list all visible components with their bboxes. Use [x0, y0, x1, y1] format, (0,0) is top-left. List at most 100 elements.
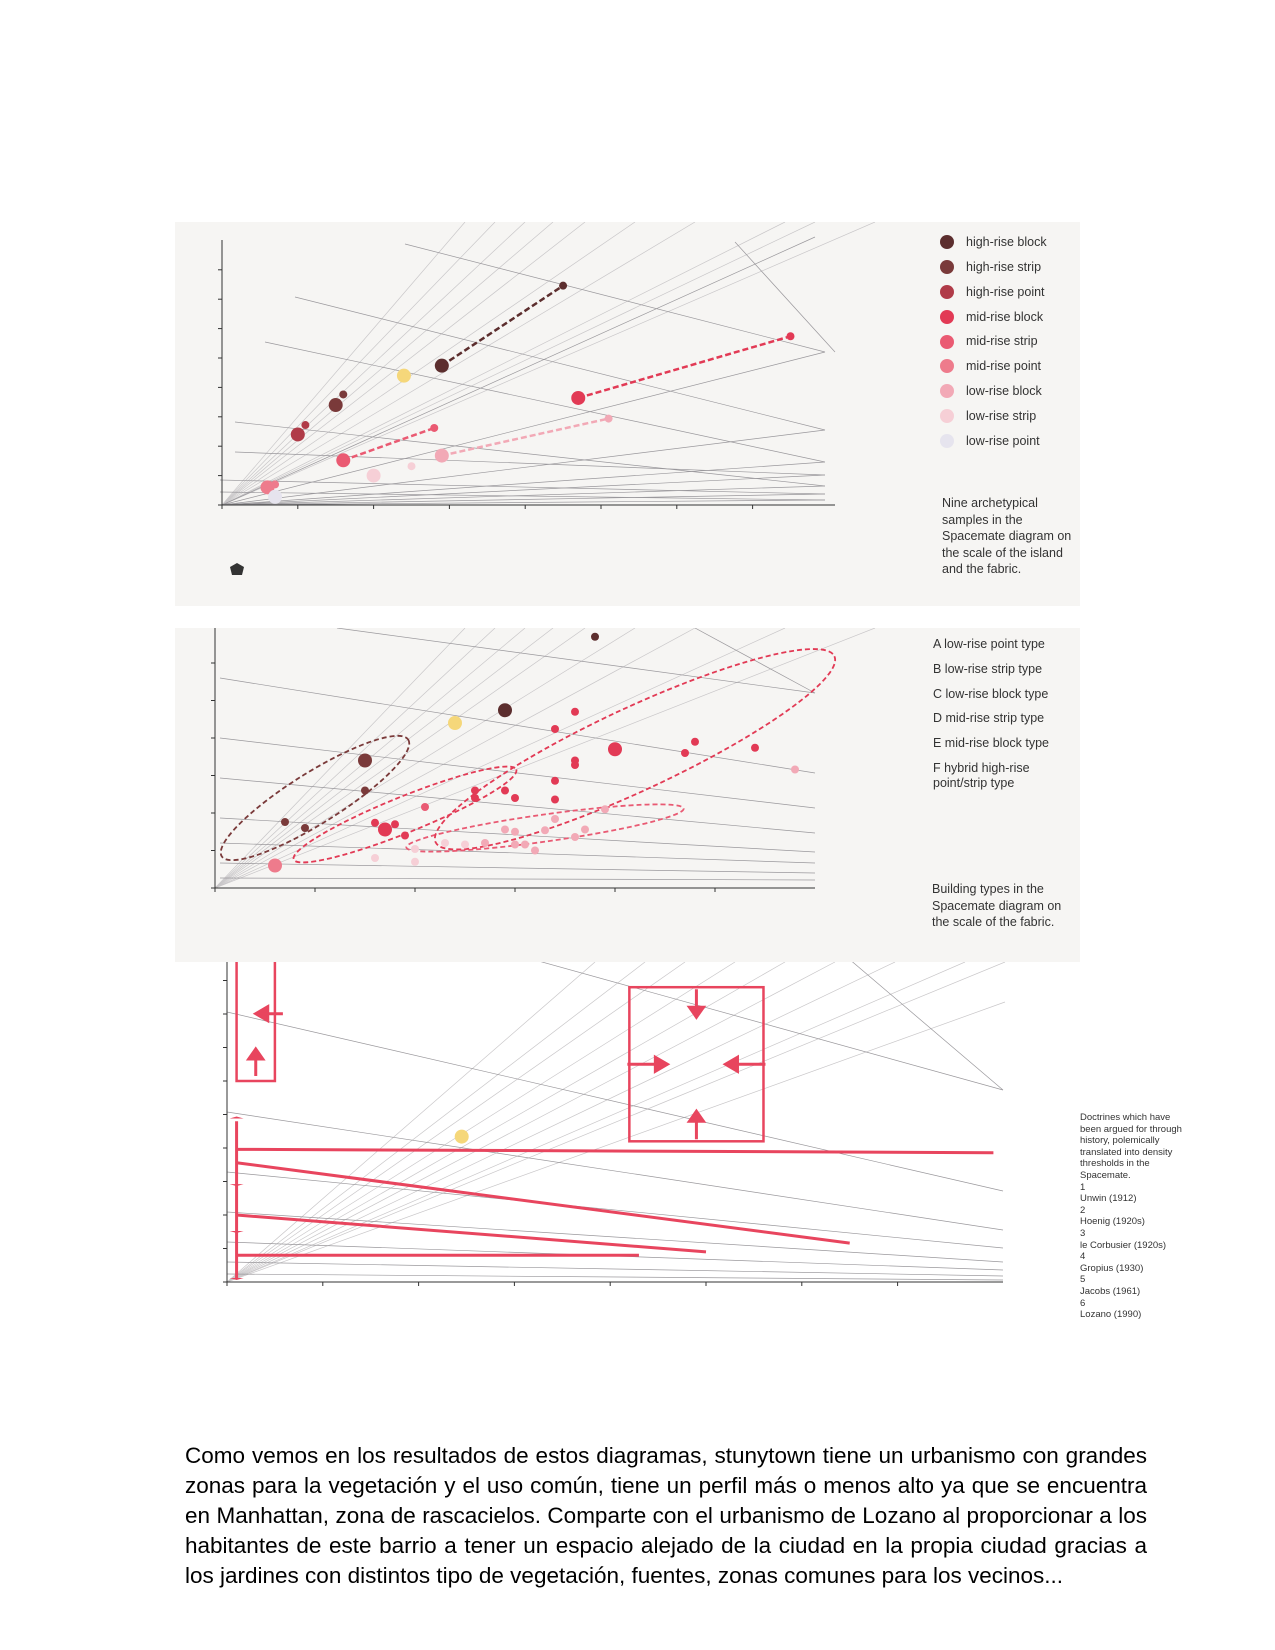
data-point	[511, 794, 519, 802]
l-grid-line	[221, 222, 786, 506]
series-dashed-line	[342, 426, 435, 462]
data-point	[498, 703, 512, 718]
doctrines-entries: 1 Unwin (1912) 2 Hoenig (1920s) 3 le Corbusie…	[1080, 1182, 1190, 1321]
type-item: F hybrid high-rise point/strip type	[933, 760, 1030, 790]
doctrine-num: 3	[1080, 1227, 1086, 1239]
data-point	[541, 826, 549, 835]
data-point	[511, 840, 519, 849]
data-point	[268, 858, 282, 873]
l-grid-line	[226, 962, 896, 1283]
osr-grid-line	[219, 737, 816, 809]
legend-label: mid-rise point	[966, 359, 1042, 374]
data-point	[430, 423, 439, 432]
osr-grid-line	[294, 296, 826, 431]
osr-grid-line	[219, 877, 816, 881]
legend-item: low-rise point	[940, 428, 1047, 453]
doctrines-panel: Doctrines which have been argued for thr…	[175, 962, 1195, 1367]
data-point	[571, 707, 579, 716]
data-point	[407, 462, 416, 471]
data-point	[461, 840, 469, 849]
legend-item: high-rise strip	[940, 255, 1047, 280]
data-point	[268, 489, 283, 504]
l-grid-line	[221, 222, 636, 506]
data-point	[328, 398, 343, 413]
type-item: B low-rise strip type	[933, 661, 1043, 676]
legend-item: low-rise strip	[940, 404, 1047, 429]
doctrine-num: 5	[1080, 1274, 1086, 1286]
legend-item: mid-rise point	[940, 354, 1047, 379]
data-point	[448, 716, 462, 730]
data-point	[336, 453, 351, 468]
data-point	[411, 857, 419, 866]
arrow-icon	[252, 1004, 283, 1024]
legend-label: low-rise strip	[966, 408, 1037, 423]
data-point	[511, 827, 519, 836]
data-point	[591, 632, 599, 641]
data-point	[501, 825, 509, 834]
data-point	[358, 753, 372, 768]
osr-grid-line	[336, 628, 816, 694]
doctrine-name: Unwin (1912)	[1080, 1193, 1137, 1205]
legend-swatch	[940, 309, 954, 324]
caption-paragraph: Como vemos en los resultados de estos di…	[185, 1442, 1147, 1588]
type-item: C low-rise block type	[933, 686, 1049, 701]
osr-grid-line	[264, 341, 826, 463]
data-point	[339, 390, 348, 399]
doctrine-name: Gropius (1930)	[1080, 1262, 1144, 1274]
data-point	[401, 831, 409, 840]
l-grid-line	[214, 628, 876, 889]
legend-label: high-rise block	[966, 235, 1047, 250]
legend-swatch	[940, 260, 954, 275]
chart2-note: Building types in the Spacemate diagram …	[932, 882, 1062, 929]
data-point	[604, 414, 613, 423]
arrow-icon	[686, 989, 707, 1020]
data-point	[281, 818, 289, 826]
legend-item: low-rise block	[940, 379, 1047, 404]
legend-item: high-rise block	[940, 230, 1047, 255]
l-grid-line	[226, 962, 736, 1283]
l-grid-line	[221, 222, 466, 506]
data-point	[441, 839, 449, 847]
l-grid-line	[226, 962, 686, 1283]
arrow-icon	[229, 1277, 244, 1280]
osr-grid-line	[219, 491, 826, 501]
data-point	[601, 805, 609, 814]
doctrine-name: le Corbusier (1920s)	[1080, 1239, 1167, 1251]
l-grid-line	[221, 222, 816, 506]
data-point	[471, 794, 479, 802]
doctrine-name: Lozano (1990)	[1080, 1309, 1142, 1321]
l-grid-line	[226, 962, 1006, 1283]
series-dashed-line	[577, 335, 791, 400]
group-ellipse	[405, 803, 685, 853]
data-point	[411, 845, 419, 853]
data-point	[366, 468, 381, 483]
data-point	[371, 854, 379, 862]
data-point	[791, 765, 799, 774]
osr-grid-line	[226, 1261, 1004, 1277]
data-point	[301, 824, 309, 832]
building-types-chart	[211, 628, 876, 892]
chart1-note: Nine archetypical samples in the Spacema…	[942, 496, 1072, 576]
doctrine-num: 2	[1080, 1204, 1086, 1216]
axis-frame	[214, 628, 815, 889]
legend-swatch	[940, 334, 954, 349]
legend-label: low-rise block	[966, 383, 1042, 398]
data-point	[581, 825, 589, 834]
data-point	[391, 820, 399, 829]
data-point	[421, 803, 429, 811]
legend-item: mid-rise strip	[940, 329, 1047, 354]
data-point	[559, 281, 568, 290]
doctrine-num: 4	[1080, 1251, 1086, 1263]
osr-grid-line	[404, 243, 826, 353]
osr-grid-line	[219, 842, 816, 864]
group-ellipse	[219, 734, 411, 862]
osr-grid-line	[219, 862, 816, 874]
osr-grid-line	[694, 628, 816, 694]
l-grid-line	[221, 222, 526, 506]
arrow-icon	[229, 1231, 244, 1234]
l-grid-line	[221, 222, 554, 506]
data-point	[471, 786, 479, 795]
data-point	[531, 846, 539, 855]
legend-swatch	[940, 235, 954, 250]
legend-item: mid-rise block	[940, 304, 1047, 329]
